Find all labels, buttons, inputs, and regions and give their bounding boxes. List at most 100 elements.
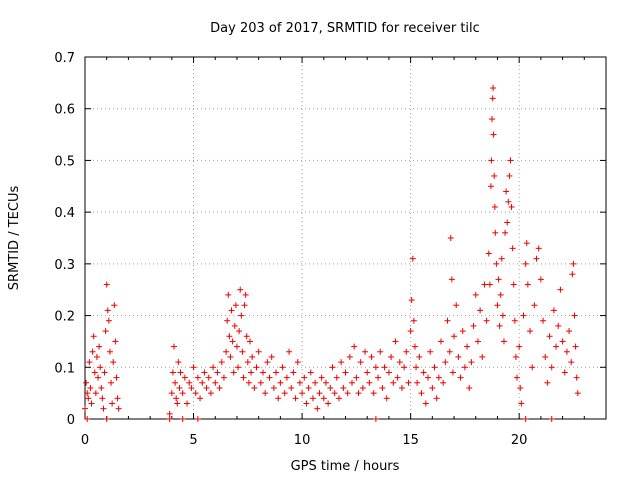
data-point [99,395,106,402]
data-point [93,353,100,360]
data-point [470,322,477,329]
data-point [464,343,471,350]
data-point [299,390,306,397]
data-point [505,198,512,205]
data-point [277,379,284,386]
data-point [303,400,310,407]
data-point [546,333,553,340]
data-point [500,338,507,345]
data-point [372,364,379,371]
data-point [294,359,301,366]
data-point [483,317,490,324]
data-point [236,328,243,335]
data-point [383,395,390,402]
data-point [503,188,510,195]
data-point [548,364,555,371]
data-point [411,343,418,350]
data-point [496,322,503,329]
data-point [82,405,88,412]
data-point [186,379,193,386]
data-point [262,390,269,397]
data-point [359,384,366,391]
data-point [366,379,373,386]
data-point [105,317,112,324]
data-point [513,374,520,381]
data-point [568,359,575,366]
y-tick-label: 0.1 [54,361,75,376]
data-point [474,338,481,345]
data-point [85,395,92,402]
y-tick-label: 0.6 [54,103,75,118]
data-point [166,410,173,417]
data-point [205,374,212,381]
chart-title: Day 203 of 2017, SRMTID for receiver til… [210,21,480,36]
data-point [553,343,560,350]
data-point [314,405,321,412]
data-point [544,379,551,386]
data-point [169,369,176,376]
data-point [479,353,486,360]
data-point [95,374,102,381]
data-point [403,348,410,355]
data-point [342,369,349,376]
data-point [488,157,495,164]
data-point [226,333,233,340]
data-point [442,359,449,366]
data-point [96,343,103,350]
data-point [101,369,108,376]
y-tick-label: 0 [67,413,75,428]
data-point [327,384,334,391]
data-point [242,291,249,298]
data-point [414,379,421,386]
data-point [199,379,206,386]
data-point [409,255,416,262]
data-point [179,416,186,422]
data-point [355,390,362,397]
data-point [574,390,581,397]
data-point [106,348,113,355]
data-point [533,255,540,262]
data-point [516,343,523,350]
data-point [307,369,314,376]
data-point [260,369,267,376]
data-point [487,183,494,190]
data-point [449,369,456,376]
data-point [229,338,236,345]
data-point [561,369,568,376]
data-point [413,364,420,371]
data-point [171,343,178,350]
data-point [84,416,91,422]
data-point [509,245,516,252]
data-point [429,384,436,391]
data-point [388,353,395,360]
grid-lines [85,57,606,419]
data-point [283,374,290,381]
data-point [238,312,245,319]
data-point [83,379,90,386]
data-point [511,317,518,324]
axis-ticks [84,56,606,420]
x-tick-label: 0 [81,433,89,448]
data-point [301,374,308,381]
data-point [446,348,453,355]
data-point [168,390,175,397]
data-point [257,379,264,386]
data-point [288,384,295,391]
data-point [184,400,191,407]
data-point [431,364,438,371]
data-point [497,291,504,298]
data-point [472,291,479,298]
data-point [331,390,338,397]
data-point [172,379,179,386]
data-point [522,416,529,422]
data-point [239,348,246,355]
data-point [379,384,386,391]
data-point [455,353,462,360]
data-point [407,328,414,335]
data-point [508,203,515,210]
data-point [210,364,217,371]
data-point [507,157,514,164]
data-points [82,85,581,422]
data-point [335,395,342,402]
data-point [233,343,240,350]
